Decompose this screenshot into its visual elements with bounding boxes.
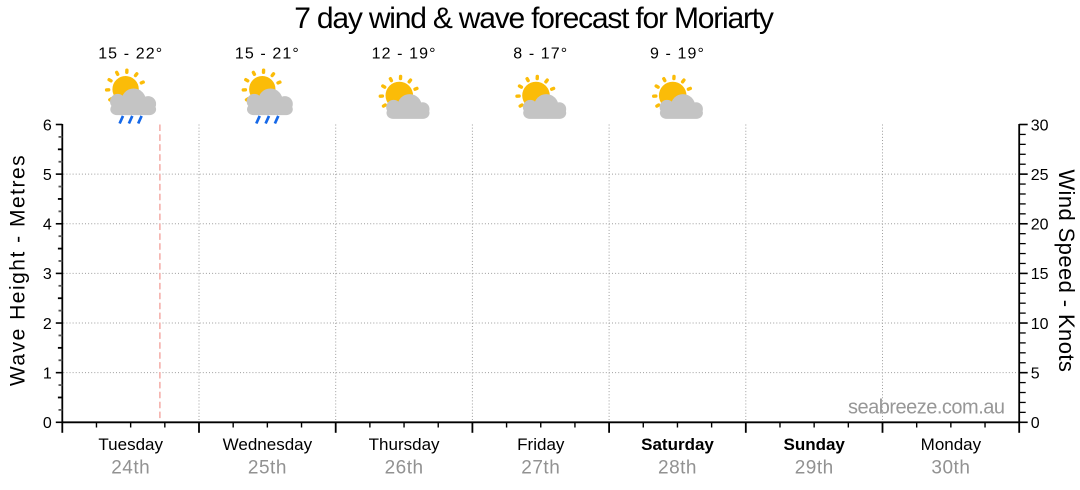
svg-text:seabreeze.com.au: seabreeze.com.au: [848, 397, 1005, 419]
svg-text:Thursday: Thursday: [369, 435, 440, 454]
svg-text:1: 1: [43, 365, 52, 382]
svg-text:Tuesday: Tuesday: [98, 435, 163, 454]
svg-text:Friday: Friday: [517, 435, 565, 454]
svg-text:8 - 17°: 8 - 17°: [513, 46, 568, 63]
svg-text:Sunday: Sunday: [783, 435, 845, 454]
svg-text:12 - 19°: 12 - 19°: [372, 46, 437, 63]
svg-text:4: 4: [43, 217, 52, 234]
svg-text:26th: 26th: [385, 457, 424, 478]
svg-text:Saturday: Saturday: [641, 435, 714, 454]
svg-text:15: 15: [1031, 266, 1049, 283]
svg-text:5: 5: [43, 167, 52, 184]
svg-text:29th: 29th: [795, 457, 834, 478]
svg-text:30th: 30th: [931, 457, 970, 478]
svg-text:2: 2: [43, 316, 52, 333]
svg-text:0: 0: [1031, 415, 1040, 432]
svg-text:3: 3: [43, 266, 52, 283]
svg-text:Wind Speed - Knots: Wind Speed - Knots: [1054, 169, 1079, 372]
svg-text:15 - 22°: 15 - 22°: [98, 46, 163, 63]
svg-text:28th: 28th: [658, 457, 697, 478]
svg-text:25: 25: [1031, 167, 1049, 184]
svg-text:0: 0: [43, 415, 52, 432]
svg-text:5: 5: [1031, 365, 1040, 382]
svg-text:30: 30: [1031, 117, 1049, 134]
svg-text:Monday: Monday: [921, 435, 982, 454]
svg-text:7 day wind & wave forecast for: 7 day wind & wave forecast for Moriarty: [294, 2, 774, 35]
svg-text:Wednesday: Wednesday: [223, 435, 313, 454]
svg-text:Wave Height - Metres: Wave Height - Metres: [7, 154, 30, 386]
svg-text:15 - 21°: 15 - 21°: [235, 46, 300, 63]
svg-text:6: 6: [43, 117, 52, 134]
svg-text:10: 10: [1031, 316, 1049, 333]
svg-text:25th: 25th: [248, 457, 287, 478]
svg-text:27th: 27th: [521, 457, 560, 478]
svg-text:9 - 19°: 9 - 19°: [650, 46, 705, 63]
svg-text:24th: 24th: [111, 457, 150, 478]
svg-text:20: 20: [1031, 217, 1049, 234]
